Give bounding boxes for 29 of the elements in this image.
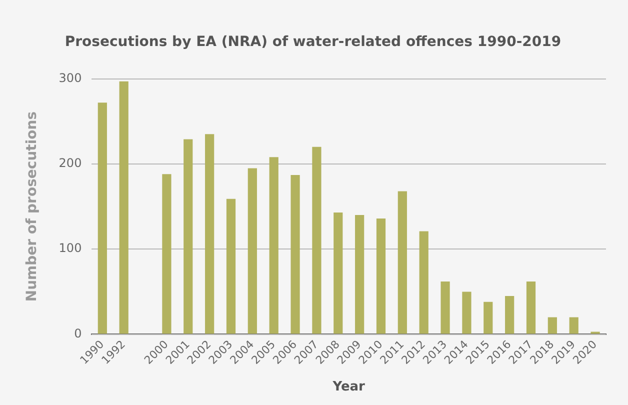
- bar: [290, 175, 300, 334]
- bar: [162, 174, 172, 334]
- y-tick-label: 300: [58, 70, 82, 85]
- bar: [205, 134, 214, 334]
- bar: [484, 302, 493, 334]
- bar: [226, 198, 236, 334]
- bar: [248, 168, 257, 334]
- x-axis-title: Year: [332, 380, 366, 395]
- bar: [462, 292, 472, 334]
- bar: [355, 215, 364, 334]
- bar: [398, 191, 407, 334]
- bar: [184, 139, 193, 334]
- bar: [98, 102, 107, 334]
- bar: [548, 317, 557, 334]
- bar: [440, 281, 450, 334]
- bar: [419, 231, 428, 334]
- y-tick-label: 0: [74, 326, 82, 340]
- y-tick-label: 200: [58, 156, 82, 170]
- bar: [312, 146, 322, 334]
- bar: [376, 218, 386, 334]
- y-tick-label: 100: [58, 241, 82, 256]
- bar: [505, 296, 514, 334]
- bar: [119, 81, 128, 334]
- y-axis-title: Number of prosecutions: [24, 111, 40, 302]
- bar: [526, 281, 536, 334]
- bar: [269, 157, 278, 334]
- bar: [569, 317, 578, 334]
- bar: [334, 212, 343, 334]
- chart-title: Prosecutions by EA (NRA) of water-related offences 1990-2019: [64, 34, 562, 50]
